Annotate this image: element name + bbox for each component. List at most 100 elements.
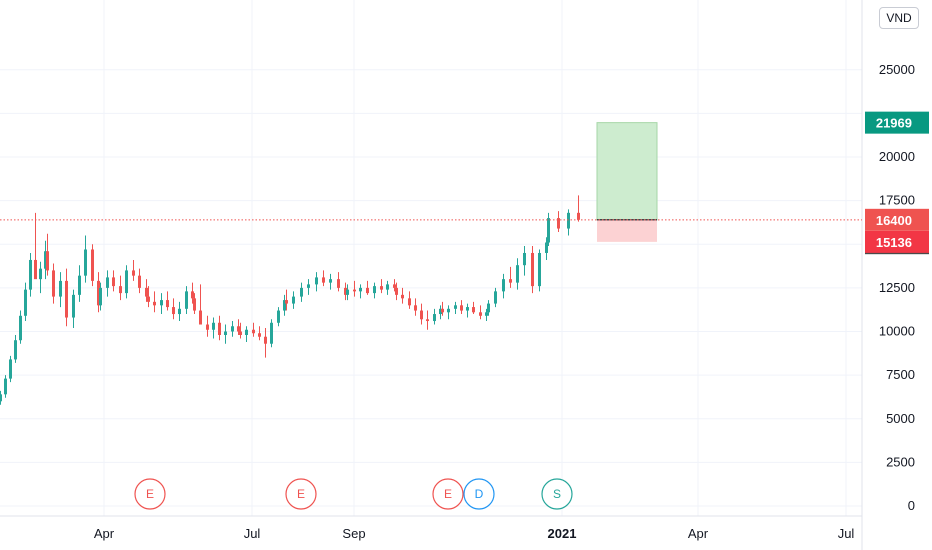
candle xyxy=(567,209,570,236)
candle xyxy=(153,291,156,313)
price-tag-label: 15136 xyxy=(876,235,912,250)
x-tick-label: 2021 xyxy=(548,526,577,541)
candle xyxy=(277,307,280,327)
candle xyxy=(547,212,550,246)
event-circle xyxy=(541,478,573,510)
candle xyxy=(218,315,221,341)
candle-body xyxy=(353,289,356,292)
candle xyxy=(132,259,135,281)
candle-body xyxy=(34,259,37,280)
candle xyxy=(138,268,141,294)
profit-zone[interactable] xyxy=(596,122,658,221)
event-label: S xyxy=(553,487,561,501)
candle-body xyxy=(147,296,150,302)
candle-body xyxy=(72,294,75,318)
price-tag-bg xyxy=(865,111,929,134)
candle xyxy=(46,233,49,276)
x-tick-label: Apr xyxy=(688,526,709,541)
candle xyxy=(380,279,383,294)
candle-body xyxy=(567,212,570,229)
x-tick-label: Jul xyxy=(244,526,261,541)
candle xyxy=(231,321,234,337)
candle xyxy=(408,291,411,309)
candle xyxy=(147,286,150,308)
x-tick-label: Sep xyxy=(342,526,365,541)
candle xyxy=(166,291,169,311)
event-marker-earnings[interactable]: E xyxy=(432,478,464,510)
candle-body xyxy=(29,259,32,290)
candle-body xyxy=(212,322,215,330)
candle xyxy=(307,279,310,295)
loss-zone[interactable] xyxy=(597,219,657,242)
candle-body xyxy=(547,218,550,243)
candle-body xyxy=(84,249,87,276)
candle-body xyxy=(545,242,548,253)
candle-body xyxy=(9,359,12,379)
entry-price-tag: 16400 xyxy=(865,208,929,231)
candle-body xyxy=(172,307,175,315)
currency-badge[interactable]: VND xyxy=(879,7,919,29)
candle-body xyxy=(366,287,369,294)
candle xyxy=(199,284,202,325)
candle xyxy=(472,301,475,315)
candle-body xyxy=(125,270,128,294)
candle-body xyxy=(433,314,436,322)
candle-body xyxy=(52,270,55,297)
candle xyxy=(145,279,148,302)
candle xyxy=(119,275,122,301)
position-zones[interactable] xyxy=(596,122,658,242)
event-marker-earnings[interactable]: E xyxy=(134,478,166,510)
y-tick-label: 12500 xyxy=(879,280,915,295)
candle xyxy=(19,310,22,344)
chart-grid xyxy=(0,0,862,516)
event-marker-split[interactable]: S xyxy=(541,478,573,510)
candle xyxy=(337,272,340,292)
candle xyxy=(264,328,267,358)
candle xyxy=(386,280,389,295)
candle xyxy=(346,284,349,301)
candle xyxy=(237,319,240,335)
candle xyxy=(14,334,17,363)
candle-body xyxy=(112,277,115,287)
candle xyxy=(329,273,332,290)
candle xyxy=(29,252,32,297)
candle-body xyxy=(472,307,475,313)
candle-body xyxy=(414,305,417,311)
candle xyxy=(447,305,450,320)
candle-body xyxy=(44,251,47,269)
event-circle xyxy=(463,478,495,510)
candle-body xyxy=(39,268,42,280)
candle-body xyxy=(439,308,442,315)
event-marker-dividend[interactable]: D xyxy=(463,478,495,510)
candle xyxy=(479,305,482,320)
candle xyxy=(52,263,55,304)
candle-body xyxy=(454,305,457,309)
candle-body xyxy=(538,252,541,287)
price-tag-bg xyxy=(865,230,929,253)
candle-body xyxy=(557,218,560,229)
candle xyxy=(4,375,7,398)
candle-body xyxy=(185,291,188,309)
candle xyxy=(292,291,295,309)
candle xyxy=(44,240,47,280)
event-marker-earnings[interactable]: E xyxy=(285,478,317,510)
candle-body xyxy=(283,300,286,311)
event-label: E xyxy=(297,487,305,501)
candle xyxy=(39,261,42,294)
candle xyxy=(178,301,181,322)
candle-body xyxy=(479,312,482,316)
candle-body xyxy=(337,279,340,288)
candle xyxy=(245,326,248,342)
candles-layer xyxy=(0,195,580,405)
y-tick-label: 10000 xyxy=(879,324,915,339)
candle-body xyxy=(97,280,100,306)
y-tick-label: 5000 xyxy=(886,411,915,426)
candle-body xyxy=(258,333,261,337)
candle-body xyxy=(231,326,234,332)
candle-body xyxy=(160,300,163,306)
candle xyxy=(99,282,102,311)
candle xyxy=(106,270,109,297)
candle xyxy=(531,245,534,294)
